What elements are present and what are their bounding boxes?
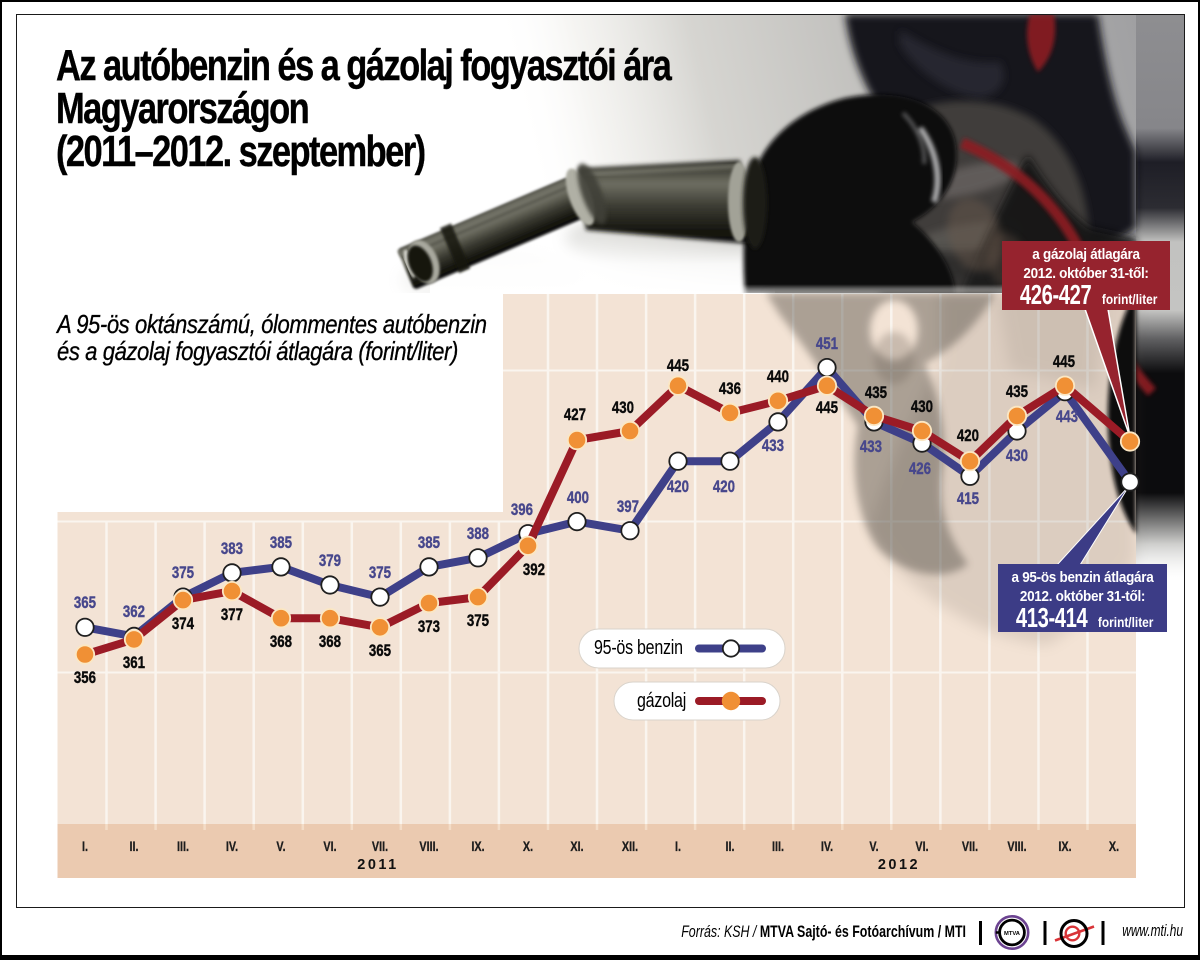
svg-text:MTVA: MTVA — [1004, 931, 1021, 937]
